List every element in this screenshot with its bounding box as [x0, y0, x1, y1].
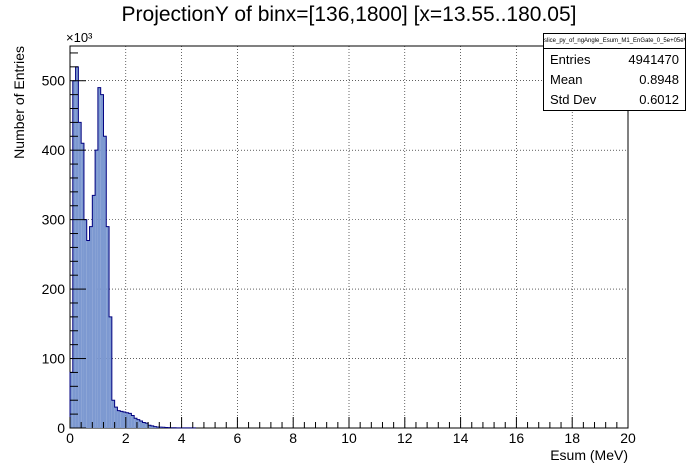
- histogram-bin: [153, 426, 157, 428]
- x-tick-label: 8: [289, 430, 297, 446]
- histogram-bin: [81, 143, 84, 428]
- histogram-bin: [89, 226, 93, 428]
- histogram-bin: [114, 407, 118, 428]
- stats-value: 4941470: [628, 52, 679, 67]
- stats-row-mean: Mean 0.8948: [544, 69, 685, 89]
- x-tick-label: 4: [178, 430, 186, 446]
- histogram-bin: [120, 411, 124, 428]
- stats-histogram-name: slice_py_of_ngAngle_Esum_M1_EnGate_0_5e+…: [544, 34, 685, 49]
- stats-row-entries: Entries 4941470: [544, 49, 685, 69]
- y-tick-label: 400: [42, 142, 66, 158]
- y-tick-label: 0: [57, 420, 65, 436]
- y-tick-label: 100: [42, 351, 66, 367]
- histogram-bin: [156, 426, 160, 428]
- x-tick-label: 6: [234, 430, 242, 446]
- y-exponent-label: ×10³: [66, 30, 93, 45]
- y-axis-ticks: 0 100 200 300 400 500: [42, 52, 86, 436]
- grid: [70, 46, 628, 428]
- x-axis-label: Esum (MeV): [550, 447, 628, 463]
- x-tick-label: 16: [509, 430, 525, 446]
- histogram-bin: [117, 410, 121, 428]
- histogram-bin: [134, 418, 137, 428]
- histogram-bin: [128, 413, 132, 428]
- x-tick-label: 2: [122, 430, 130, 446]
- histogram-bin: [131, 415, 135, 428]
- histogram-bin: [100, 94, 104, 429]
- x-tick-label: 20: [620, 430, 636, 446]
- stats-label: Std Dev: [550, 92, 597, 107]
- histogram-bin: [136, 419, 140, 428]
- stats-box: slice_py_of_ngAngle_Esum_M1_EnGate_0_5e+…: [543, 33, 686, 111]
- histogram-bin: [78, 122, 82, 429]
- x-axis-ticks: 0 2 4 6 8 10 12 14 16 18 20: [66, 417, 636, 446]
- y-axis-label: Number of Entries: [11, 46, 27, 159]
- histogram-bin: [142, 422, 146, 428]
- stats-row-stddev: Std Dev 0.6012: [544, 89, 685, 109]
- y-tick-label: 200: [42, 281, 66, 297]
- x-tick-label: 12: [397, 430, 413, 446]
- histogram-bin: [103, 136, 107, 429]
- x-tick-label: 14: [453, 430, 469, 446]
- histogram-bin: [125, 412, 129, 428]
- histogram-bin: [109, 316, 112, 428]
- y-tick-label: 500: [42, 73, 66, 89]
- x-tick-label: 10: [341, 430, 357, 446]
- histogram-bin: [86, 240, 90, 428]
- stats-value: 0.8948: [639, 72, 679, 87]
- histogram-bin: [139, 421, 143, 428]
- histogram-bin: [123, 412, 126, 428]
- histogram-bin: [106, 226, 110, 428]
- y-tick-label: 300: [42, 212, 66, 228]
- x-tick-label: 0: [66, 430, 74, 446]
- histogram-bin: [72, 80, 76, 429]
- stats-value: 0.6012: [639, 92, 679, 107]
- histogram-bars: [69, 66, 197, 429]
- histogram-bin: [95, 150, 98, 428]
- histogram-bin: [145, 423, 149, 428]
- x-tick-label: 18: [564, 430, 580, 446]
- histogram-bin: [97, 87, 101, 428]
- histogram-bin: [148, 425, 151, 428]
- histogram-bin: [150, 425, 154, 428]
- histogram-bin: [92, 195, 96, 428]
- stats-label: Entries: [550, 52, 591, 67]
- chart-title: ProjectionY of binx=[136,1800] [x=13.55.…: [121, 3, 577, 26]
- histogram-outline: [69, 66, 197, 429]
- histogram-bin: [111, 400, 115, 428]
- histogram-bin: [83, 219, 87, 428]
- stats-label: Mean: [550, 72, 583, 87]
